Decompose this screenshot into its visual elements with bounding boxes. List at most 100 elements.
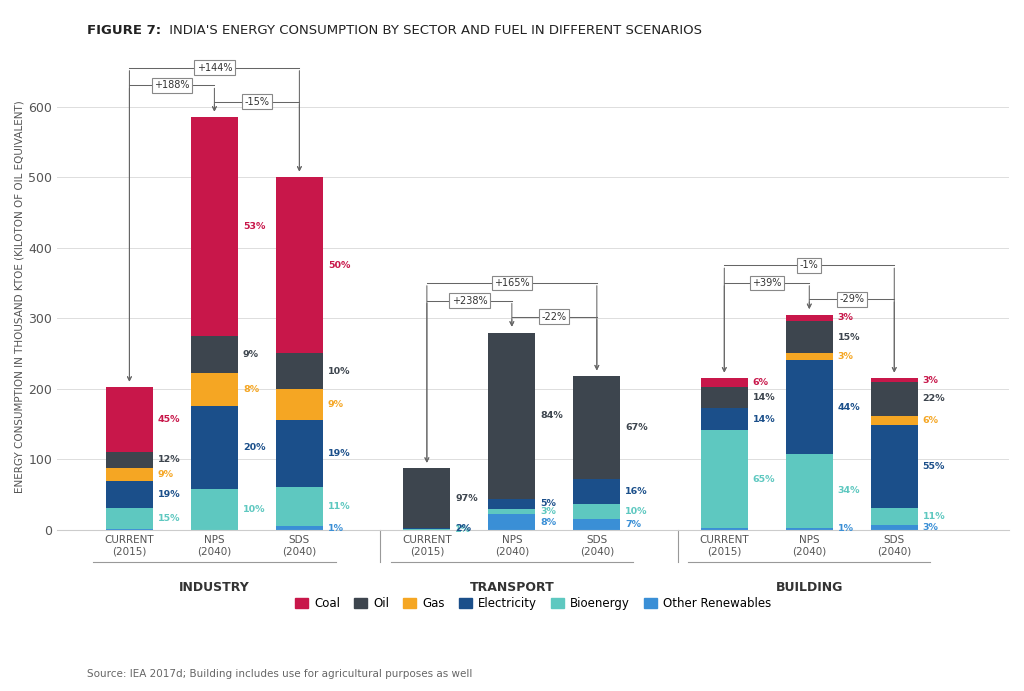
Bar <box>701 388 748 408</box>
Text: +39%: +39% <box>752 278 781 288</box>
Bar <box>106 508 153 529</box>
Text: 97%: 97% <box>456 493 478 502</box>
Bar <box>573 519 621 530</box>
Bar <box>276 354 323 389</box>
Bar <box>276 487 323 527</box>
Text: +188%: +188% <box>155 80 189 91</box>
Bar <box>106 468 153 481</box>
Text: 15%: 15% <box>838 333 860 342</box>
Text: -1%: -1% <box>800 261 818 270</box>
Bar <box>870 508 918 525</box>
Bar <box>701 378 748 388</box>
Text: 9%: 9% <box>158 471 174 480</box>
Text: 9%: 9% <box>328 400 344 409</box>
Text: +238%: +238% <box>452 296 487 305</box>
Bar <box>191 406 238 489</box>
Text: 50%: 50% <box>328 261 350 269</box>
Bar <box>403 529 451 530</box>
Y-axis label: ENERGY CONSUMPTION IN THOUSAND KTOE (KILOTON OF OIL EQUIVALENT): ENERGY CONSUMPTION IN THOUSAND KTOE (KIL… <box>15 101 25 493</box>
Text: 45%: 45% <box>158 415 180 424</box>
Bar <box>403 468 451 528</box>
Text: 16%: 16% <box>626 487 648 496</box>
Text: 1%: 1% <box>328 524 344 533</box>
Text: BUILDING: BUILDING <box>775 581 843 594</box>
Bar <box>106 481 153 508</box>
Bar <box>870 378 918 382</box>
Bar <box>573 504 621 519</box>
Text: 67%: 67% <box>626 423 648 432</box>
Bar <box>106 451 153 468</box>
Bar <box>106 529 153 530</box>
Text: 14%: 14% <box>753 393 775 402</box>
Text: 12%: 12% <box>158 455 180 464</box>
Bar <box>276 389 323 420</box>
Text: 22%: 22% <box>923 395 945 404</box>
Text: 2%: 2% <box>456 524 471 533</box>
Bar <box>488 514 536 530</box>
Text: 3%: 3% <box>838 352 854 361</box>
Text: 8%: 8% <box>243 386 259 395</box>
Text: 3%: 3% <box>838 313 854 323</box>
Text: 1%: 1% <box>838 524 854 533</box>
Bar <box>786 354 833 360</box>
Text: 34%: 34% <box>838 486 860 495</box>
Text: 11%: 11% <box>328 502 350 511</box>
Bar <box>870 425 918 508</box>
Text: 65%: 65% <box>753 475 775 484</box>
Bar <box>106 388 153 451</box>
Text: 53%: 53% <box>243 222 265 231</box>
Text: -22%: -22% <box>542 312 567 322</box>
Text: 3%: 3% <box>923 376 939 385</box>
Bar <box>573 376 621 479</box>
Text: TRANSPORT: TRANSPORT <box>469 581 554 594</box>
Text: INDIA'S ENERGY CONSUMPTION BY SECTOR AND FUEL IN DIFFERENT SCENARIOS: INDIA'S ENERGY CONSUMPTION BY SECTOR AND… <box>165 24 701 37</box>
Text: 3%: 3% <box>923 523 939 532</box>
Bar <box>488 333 536 499</box>
Bar <box>191 336 238 373</box>
Text: FIGURE 7:: FIGURE 7: <box>87 24 161 37</box>
Text: +165%: +165% <box>494 278 529 288</box>
Text: 20%: 20% <box>243 443 265 452</box>
Bar <box>573 479 621 504</box>
Text: Source: IEA 2017d; Building includes use for agricultural purposes as well: Source: IEA 2017d; Building includes use… <box>87 669 472 679</box>
Bar <box>191 373 238 406</box>
Bar <box>870 415 918 425</box>
Text: 6%: 6% <box>753 378 769 387</box>
Bar <box>701 430 748 529</box>
Text: INDUSTRY: INDUSTRY <box>179 581 250 594</box>
Text: 44%: 44% <box>838 403 860 412</box>
Text: 55%: 55% <box>923 462 945 471</box>
Text: 10%: 10% <box>328 367 350 376</box>
Bar <box>870 525 918 530</box>
Bar <box>786 454 833 528</box>
Bar <box>403 528 451 529</box>
Bar <box>786 528 833 530</box>
Text: 7%: 7% <box>626 520 641 529</box>
Text: 19%: 19% <box>328 449 350 458</box>
Bar <box>276 177 323 354</box>
Text: 9%: 9% <box>243 350 259 359</box>
Bar <box>786 314 833 321</box>
Text: 5%: 5% <box>541 499 556 508</box>
Bar <box>276 527 323 530</box>
Bar <box>701 529 748 530</box>
Text: 3%: 3% <box>541 507 556 516</box>
Text: -29%: -29% <box>840 294 864 304</box>
Text: 6%: 6% <box>923 415 939 424</box>
Bar <box>786 360 833 454</box>
Bar <box>870 382 918 415</box>
Text: 84%: 84% <box>541 411 563 420</box>
Text: 14%: 14% <box>753 415 775 424</box>
Text: 15%: 15% <box>158 514 180 523</box>
Bar <box>191 117 238 336</box>
Text: -15%: -15% <box>245 97 269 106</box>
Legend: Coal, Oil, Gas, Electricity, Bioenergy, Other Renewables: Coal, Oil, Gas, Electricity, Bioenergy, … <box>291 592 776 614</box>
Bar <box>276 420 323 487</box>
Text: +144%: +144% <box>197 63 232 73</box>
Bar <box>488 499 536 509</box>
Bar <box>488 509 536 514</box>
Text: 19%: 19% <box>158 490 180 499</box>
Text: 10%: 10% <box>626 507 648 516</box>
Text: 11%: 11% <box>923 512 945 521</box>
Text: 10%: 10% <box>243 505 265 514</box>
